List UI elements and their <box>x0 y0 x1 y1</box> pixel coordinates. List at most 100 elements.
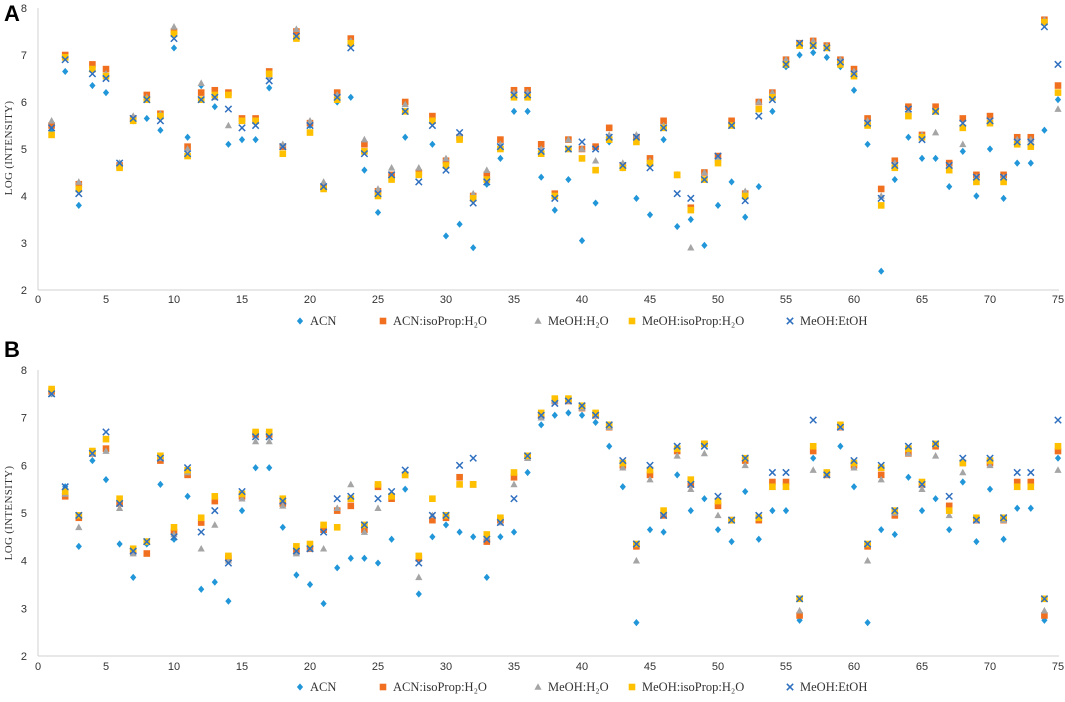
data-point <box>633 619 640 627</box>
legend-item-meoh-etoh: MeOH:EtOH <box>786 680 867 694</box>
data-point <box>61 483 69 491</box>
data-point <box>292 32 301 40</box>
data-point <box>456 136 463 143</box>
data-point <box>1054 416 1062 424</box>
x-tick-label: 60 <box>848 661 860 673</box>
series-meoh-isoprop-h2o <box>48 18 1062 214</box>
x-tick-label: 10 <box>168 661 180 673</box>
legend-label: MeOH:H₂O <box>548 314 609 328</box>
data-point <box>700 168 708 176</box>
data-point <box>279 523 286 531</box>
data-point <box>931 440 940 448</box>
data-point <box>687 480 695 489</box>
data-point <box>619 456 627 465</box>
data-point <box>320 526 327 533</box>
data-point <box>347 554 354 562</box>
panel-b-data-points <box>47 385 1062 627</box>
data-point <box>537 150 545 157</box>
y-tick-label: 5 <box>21 508 27 520</box>
data-point <box>292 25 300 32</box>
data-point <box>537 413 545 421</box>
data-point <box>931 107 940 116</box>
data-point <box>265 428 273 436</box>
data-point <box>986 485 994 493</box>
data-point <box>796 606 804 614</box>
data-point <box>551 395 559 402</box>
data-point <box>701 241 708 249</box>
data-point <box>768 468 777 477</box>
data-point <box>197 519 205 526</box>
data-point <box>932 495 939 503</box>
panel-b-x-ticks: 0 5 10 15 20 25 30 35 40 45 50 55 60 65 70 75 <box>35 661 1064 673</box>
data-point <box>197 79 205 86</box>
data-point <box>415 164 423 171</box>
data-point <box>89 65 96 73</box>
data-point <box>483 176 491 183</box>
x-tick-label: 0 <box>35 661 41 673</box>
data-point <box>714 526 722 534</box>
data-point <box>429 495 436 502</box>
data-point <box>986 112 994 120</box>
data-point <box>360 135 368 143</box>
data-point <box>537 409 545 417</box>
data-point <box>632 540 641 548</box>
data-point <box>347 492 355 501</box>
data-point <box>578 402 586 410</box>
y-tick-label: 4 <box>21 556 27 568</box>
data-point <box>537 147 545 156</box>
panel-b-legend: ACN ACN:isoProp:H₂O MeOH:H₂O MeOH:isoProp:H… <box>296 680 867 694</box>
data-point <box>483 166 491 173</box>
data-point <box>252 117 259 125</box>
data-point <box>877 185 885 193</box>
data-point <box>905 112 912 120</box>
data-point <box>714 159 722 167</box>
data-point <box>673 171 681 179</box>
data-point <box>469 454 477 462</box>
data-point <box>47 390 56 398</box>
data-point <box>701 495 708 503</box>
data-point <box>972 516 981 524</box>
data-point <box>156 454 165 462</box>
data-point <box>238 487 246 496</box>
data-point <box>483 535 491 543</box>
legend-item-acn-isoprop-h2o: ACN:isoProp:H₂O <box>379 680 487 694</box>
data-point <box>170 533 178 541</box>
data-point <box>510 473 518 481</box>
y-tick-label: 8 <box>21 3 27 15</box>
data-point <box>279 495 287 502</box>
legend-marker-cross <box>786 317 794 325</box>
data-point <box>415 573 423 581</box>
data-point <box>687 215 694 224</box>
data-point <box>102 74 110 83</box>
data-point <box>238 124 246 132</box>
data-point <box>714 152 722 160</box>
data-point <box>388 176 395 183</box>
data-point <box>198 585 205 593</box>
data-point <box>864 619 871 627</box>
data-point <box>456 220 463 228</box>
data-point <box>592 409 599 417</box>
data-point <box>1027 468 1035 477</box>
data-point <box>918 154 926 162</box>
x-tick-label: 20 <box>304 294 316 306</box>
data-point <box>374 494 382 503</box>
legend-label: MeOH:isoProp:H₂O <box>642 680 744 694</box>
x-tick-label: 60 <box>848 294 860 306</box>
x-tick-label: 5 <box>103 661 109 673</box>
data-point <box>769 507 776 515</box>
data-point <box>809 416 817 424</box>
data-point <box>415 559 423 567</box>
data-point <box>306 540 314 548</box>
data-point <box>1000 535 1007 543</box>
data-point <box>251 121 260 130</box>
x-tick-label: 50 <box>712 294 724 306</box>
data-point <box>904 449 912 457</box>
data-point <box>320 521 327 529</box>
y-tick-label: 6 <box>21 460 27 472</box>
data-point <box>401 107 409 116</box>
data-point <box>143 537 151 546</box>
data-point <box>238 490 246 498</box>
data-point <box>999 514 1008 522</box>
data-point <box>197 544 205 552</box>
x-tick-label: 30 <box>440 661 452 673</box>
